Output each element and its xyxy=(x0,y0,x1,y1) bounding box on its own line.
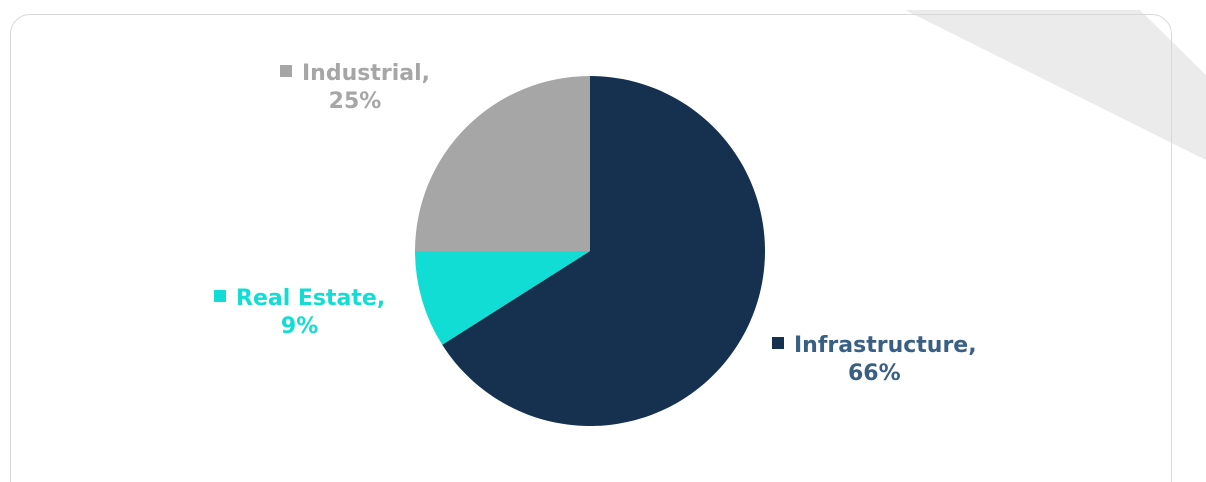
data-label-infrastructure: Infrastructure, 66% xyxy=(772,332,977,388)
data-label-industrial-name: Industrial, xyxy=(302,61,431,86)
data-label-real-estate-name: Real Estate, xyxy=(236,286,386,311)
data-label-real-estate-value: 9% xyxy=(280,314,319,339)
swatch-infrastructure xyxy=(772,337,784,349)
chart-frame xyxy=(10,14,1172,482)
pie-slice-industrial xyxy=(415,76,590,251)
data-label-industrial-value: 25% xyxy=(328,89,382,114)
pie-slice-real-estate xyxy=(415,251,590,345)
pie-slice-infrastructure xyxy=(442,76,765,427)
swatch-industrial xyxy=(280,65,292,77)
data-label-infrastructure-name: Infrastructure, xyxy=(794,333,977,358)
swatch-real-estate xyxy=(214,290,226,302)
data-label-infrastructure-value: 66% xyxy=(847,361,901,386)
data-label-real-estate: Real Estate, 9% xyxy=(214,285,385,341)
data-label-industrial: Industrial, 25% xyxy=(280,60,430,116)
